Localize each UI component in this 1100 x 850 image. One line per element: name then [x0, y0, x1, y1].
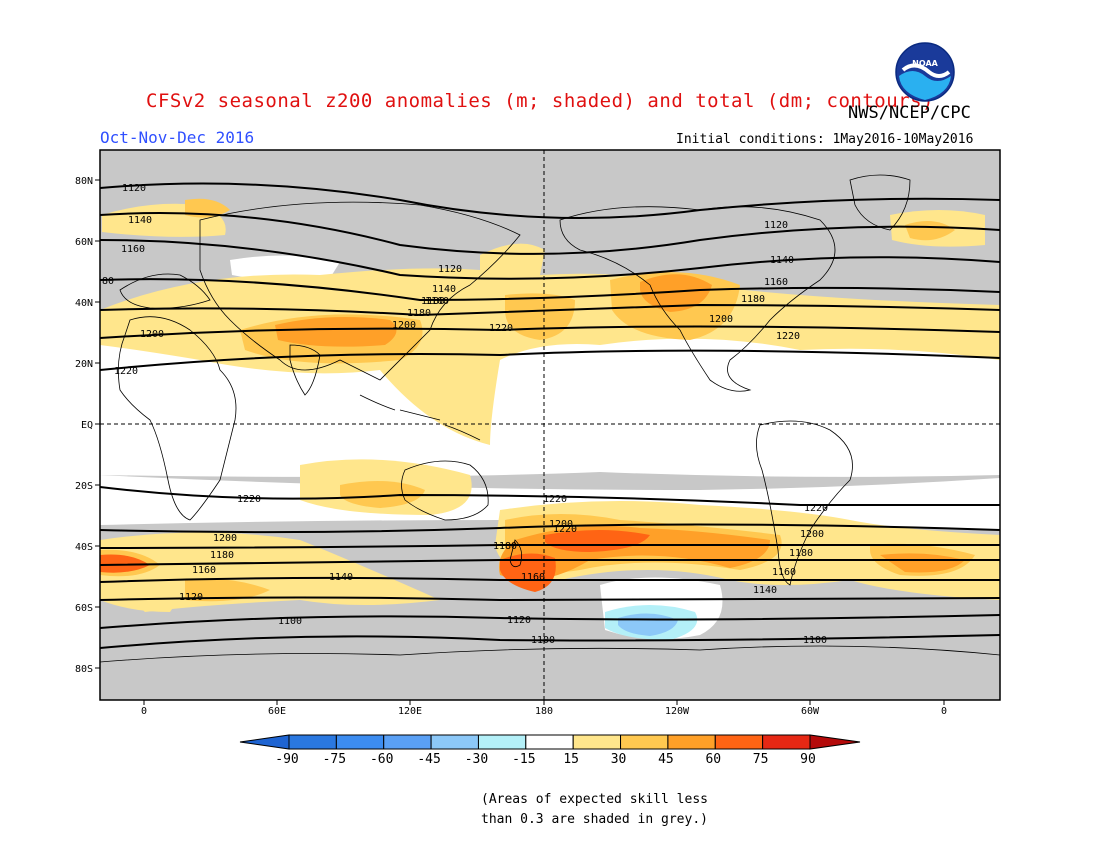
contour-label: 1160 [192, 565, 216, 576]
lat-label-eq: EQ [81, 420, 93, 431]
colorbar-label: 45 [658, 752, 674, 767]
contour-label: 1100 [278, 616, 302, 627]
contour-label: 1140 [753, 585, 777, 596]
colorbar-label: -60 [370, 752, 393, 767]
lon-label-0-east: 0 [941, 706, 947, 717]
lat-label-80n: 80N [75, 176, 93, 187]
contour-label: 1200 [800, 529, 824, 540]
contour-label: 1120 [179, 592, 203, 603]
map-title: CFSv2 seasonal z200 anomalies (m; shaded… [146, 90, 934, 112]
contour-label: 1160 [121, 244, 145, 255]
initial-conditions-label: Initial conditions: 1May2016-10May2016 [676, 132, 974, 147]
contour-label: 1200 [213, 533, 237, 544]
agency-label: NWS/NCEP/CPC [848, 103, 971, 123]
colorbar-label: 90 [800, 752, 816, 767]
contour-label: 1220 [804, 503, 828, 514]
contour-label: 1180 [210, 550, 234, 561]
colorbar-end-high [809, 734, 861, 750]
contour-label: 1120 [122, 183, 146, 194]
colorbar-box [667, 734, 716, 750]
lat-label-40n: 40N [75, 298, 93, 309]
footnote-line-2: than 0.3 are shaded in grey.) [481, 812, 708, 827]
contour-label: 80 [102, 276, 114, 287]
contour-label: 1140 [770, 255, 794, 266]
contour-label: 1200 [140, 329, 164, 340]
contour-label: 1160 [521, 572, 545, 583]
colorbar-label: 15 [563, 752, 579, 767]
lat-label-20s: 20S [75, 481, 93, 492]
colorbar-label: 30 [611, 752, 627, 767]
colorbar-end-low [239, 734, 290, 750]
contour-label: 1120 [507, 615, 531, 626]
contour-label: 1140 [432, 284, 456, 295]
colorbar-label: 60 [705, 752, 721, 767]
lat-label-20n: 20N [75, 359, 93, 370]
contour-label: 1180 [421, 296, 445, 307]
colorbar-box [525, 734, 574, 750]
lon-label-60e: 60E [268, 706, 286, 717]
contour-label: 1120 [764, 220, 788, 231]
lat-label-60s: 60S [75, 603, 93, 614]
contour-label: 1200 [709, 314, 733, 325]
colorbar-label: -75 [323, 752, 346, 767]
noaa-logo: NOAA [895, 42, 955, 102]
colorbar-box [714, 734, 764, 750]
contour-label: 1200 [392, 320, 416, 331]
contour-label: 1180 [493, 541, 517, 552]
colorbar-box [762, 734, 811, 750]
contour-label: 1220 [776, 331, 800, 342]
contour-label: 1100 [531, 635, 555, 646]
colorbar-label: -30 [465, 752, 488, 767]
lon-label-0: 0 [141, 706, 147, 717]
colorbar-box [383, 734, 432, 750]
contour-label: 1180 [789, 548, 813, 559]
colorbar-label: -90 [275, 752, 298, 767]
colorbar-box [572, 734, 622, 750]
lon-label-180: 180 [535, 706, 553, 717]
contour-label: 1160 [772, 567, 796, 578]
colorbar-box [430, 734, 479, 750]
colorbar-box [620, 734, 669, 750]
colorbar-label: -45 [417, 752, 440, 767]
contour-label: 1140 [128, 215, 152, 226]
contour-label: 1220 [237, 494, 261, 505]
contour-label: 1160 [764, 277, 788, 288]
contour-label: 1120 [438, 264, 462, 275]
lat-label-80s: 80S [75, 664, 93, 675]
colorbar-box [477, 734, 527, 750]
contour-label: 1220 [489, 323, 513, 334]
contour-label: 1200 [549, 519, 573, 530]
lon-label-60w: 60W [801, 706, 820, 717]
lat-label-60n: 60N [75, 237, 93, 248]
contour-label: 1180 [407, 308, 431, 319]
lon-label-120w: 120W [665, 706, 690, 717]
contour-label: 1220 [114, 366, 138, 377]
lon-label-120e: 120E [398, 706, 422, 717]
lat-label-40s: 40S [75, 542, 93, 553]
footnote-line-1: (Areas of expected skill less [481, 792, 708, 807]
contour-label: 1140 [329, 572, 353, 583]
svg-text:NOAA: NOAA [912, 59, 938, 68]
colorbar-box [288, 734, 337, 750]
colorbar-box [335, 734, 385, 750]
contour-label: 1220 [553, 524, 577, 535]
contour-label: 1100 [803, 635, 827, 646]
contour-label: 1220 [543, 494, 567, 505]
contour-label: 1160 [425, 296, 449, 307]
season-label: Oct-Nov-Dec 2016 [100, 128, 255, 147]
contour-label: 1180 [741, 294, 765, 305]
colorbar-label: 75 [753, 752, 769, 767]
colorbar-label: -15 [512, 752, 535, 767]
